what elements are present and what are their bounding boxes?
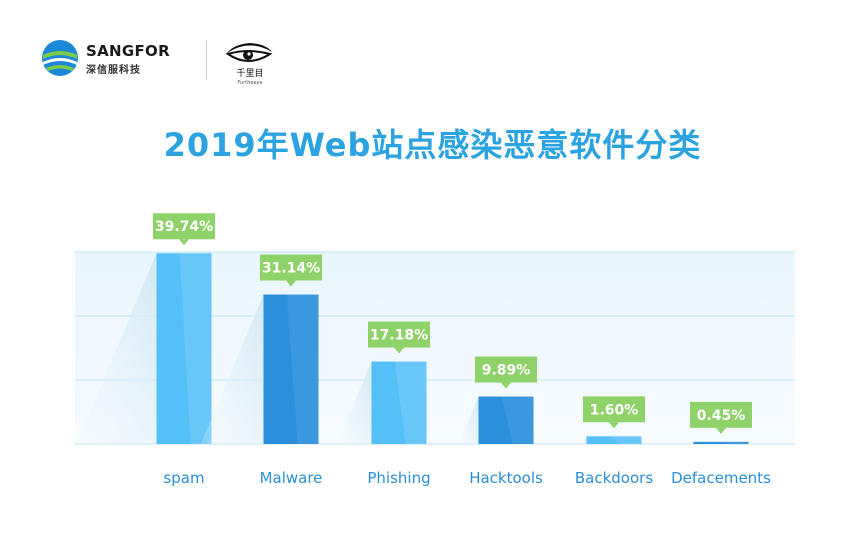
data-label-box bbox=[368, 321, 430, 348]
data-label-text: 39.74% bbox=[155, 219, 213, 235]
bar bbox=[478, 396, 534, 444]
bar bbox=[156, 253, 212, 444]
bar bbox=[693, 441, 749, 444]
data-label: 9.89% bbox=[475, 356, 537, 389]
data-label-text: 17.18% bbox=[370, 328, 428, 344]
bar-highlight bbox=[501, 396, 534, 444]
data-label: 39.74% bbox=[153, 213, 215, 246]
data-label: 0.45% bbox=[690, 401, 752, 434]
data-label-box bbox=[260, 254, 322, 281]
data-label-text: 31.14% bbox=[262, 261, 320, 277]
data-label: 17.18% bbox=[368, 321, 430, 354]
bar-shadow bbox=[76, 253, 157, 444]
partner-subtext: Furtheeye bbox=[237, 80, 262, 86]
data-label-text: 9.89% bbox=[482, 363, 531, 379]
bar-highlight bbox=[394, 361, 427, 444]
x-tick-label: Phishing bbox=[367, 469, 430, 487]
partner-eye-logo-icon: 千里目 Furtheeye bbox=[225, 43, 273, 86]
logo-divider bbox=[206, 40, 207, 80]
x-tick-label: Malware bbox=[260, 469, 323, 487]
bar-highlight bbox=[286, 294, 319, 444]
data-label-box bbox=[475, 356, 537, 383]
bar-shadow bbox=[583, 436, 587, 444]
partner-text: 千里目 bbox=[236, 68, 263, 79]
data-label-pointer bbox=[394, 347, 404, 354]
bar-shadow bbox=[458, 396, 479, 444]
bar-shadow bbox=[692, 441, 694, 444]
data-label-box bbox=[583, 396, 645, 423]
data-label-text: 0.45% bbox=[697, 408, 746, 424]
bar bbox=[586, 436, 642, 444]
sangfor-logo-icon bbox=[42, 40, 78, 76]
data-label-pointer bbox=[716, 427, 726, 434]
bar-highlight bbox=[716, 441, 749, 444]
data-label-pointer bbox=[179, 239, 189, 246]
chart-title: 2019年Web站点感染恶意软件分类 bbox=[163, 126, 702, 164]
data-label-pointer bbox=[501, 382, 511, 389]
bar-highlight bbox=[179, 253, 212, 444]
bar bbox=[371, 361, 427, 444]
bar-shadow bbox=[336, 361, 372, 444]
bar bbox=[263, 294, 319, 444]
data-label-pointer bbox=[286, 280, 296, 287]
brand-name: SANGFOR bbox=[86, 42, 170, 60]
bar-shadow bbox=[200, 294, 264, 444]
x-tick-label: spam bbox=[163, 469, 204, 487]
data-label-pointer bbox=[609, 422, 619, 429]
data-label-box bbox=[690, 401, 752, 428]
bar-highlight bbox=[609, 436, 642, 444]
data-label-box bbox=[153, 213, 215, 240]
data-label: 31.14% bbox=[260, 254, 322, 287]
x-tick-label: Backdoors bbox=[575, 469, 653, 487]
x-tick-label: Defacements bbox=[671, 469, 771, 487]
data-label: 1.60% bbox=[583, 396, 645, 429]
data-label-text: 1.60% bbox=[590, 402, 639, 418]
brand-subtitle: 深信服科技 bbox=[86, 65, 141, 76]
x-tick-label: Hacktools bbox=[469, 469, 543, 487]
